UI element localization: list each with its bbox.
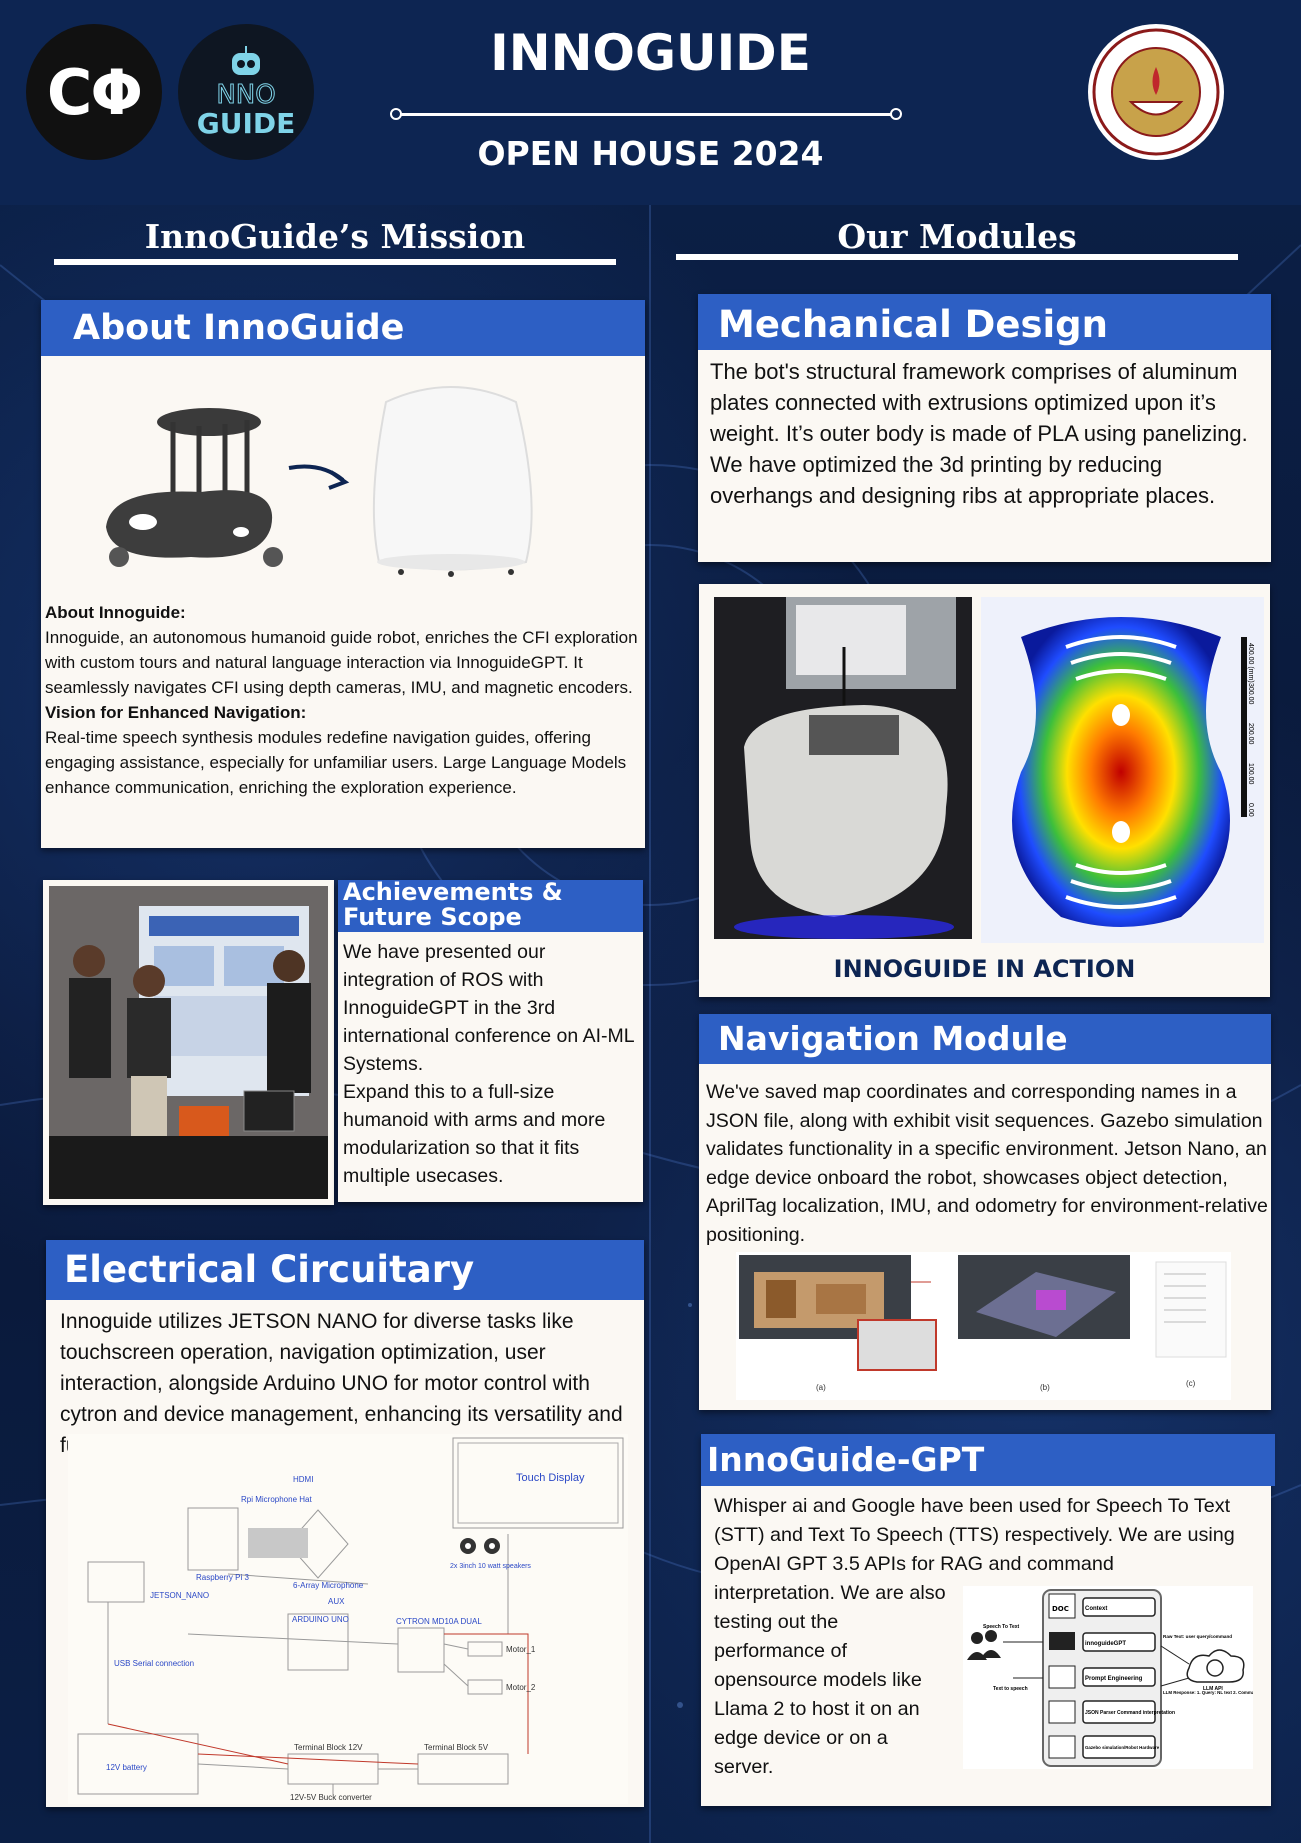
motor2-label: Motor_2 <box>506 1683 536 1692</box>
stress-analysis-render: 400.00 (mm) 300.00 200.00 100.00 0.00 <box>981 597 1264 943</box>
json-parser-label: JSON Parser Command interpretation <box>1085 1710 1175 1716</box>
about-card-title: About InnoGuide <box>41 300 645 356</box>
motor1-label: Motor_1 <box>506 1645 536 1654</box>
innoguide-logo-top: NNO <box>216 80 276 110</box>
in-action-caption: INNOGUIDE IN ACTION <box>833 955 1136 983</box>
innoguide-logo: NNO GUIDE <box>178 24 314 160</box>
buck-converter-label: 12V-5V Buck converter <box>290 1793 372 1802</box>
vision-subhead: Vision for Enhanced Navigation: <box>45 703 307 722</box>
achievements-card-title: Achievements & Future Scope <box>338 880 643 932</box>
iitm-emblem <box>1092 28 1220 156</box>
page-header: CΦ NNO GUIDE INNOGUIDE OPEN HOUSE 2024 I… <box>0 0 1301 205</box>
achievements-text-block: We have presented our integration of ROS… <box>343 938 639 1190</box>
navigation-card-title: Navigation Module <box>699 1014 1271 1064</box>
scale-label-100: 100.00 <box>1247 763 1254 785</box>
page-subtitle: OPEN HOUSE 2024 <box>477 134 824 173</box>
navigation-figures: (a) (b) (c) <box>736 1252 1231 1400</box>
about-subhead: About Innoguide: <box>45 603 186 622</box>
achievements-card: Achievements & Future Scope We have pres… <box>338 880 643 1202</box>
scale-label-200: 200.00 <box>1247 723 1254 745</box>
rpi-label: Raspberry Pi 3 <box>196 1573 249 1582</box>
mic-hat-label: Rpi Microphone Hat <box>241 1495 312 1504</box>
cfi-logo: CΦ <box>26 24 162 160</box>
gpt-text-top: Whisper ai and Google have been used for… <box>714 1495 1235 1575</box>
scale-label-400: 400.00 (mm) <box>1247 643 1254 683</box>
modules-heading-rule <box>676 254 1238 260</box>
future-scope-paragraph: Expand this to a full-size humanoid with… <box>343 1081 606 1187</box>
hdmi-label: HDMI <box>293 1475 313 1484</box>
mechanical-text: The bot's structural framework comprises… <box>710 359 1248 508</box>
team-photo <box>49 886 328 1199</box>
context-label: Context <box>1085 1606 1107 1612</box>
innoguide-logo-bottom: GUIDE <box>196 107 296 140</box>
about-card: About InnoGuide About Innoguide: Innogui… <box>41 300 645 848</box>
doc-icon: DOC <box>1052 1605 1069 1613</box>
battery-label: 12V battery <box>106 1763 147 1772</box>
about-text-block: About Innoguide: Innoguide, an autonomou… <box>45 600 643 800</box>
modules-heading: Our Modules <box>837 217 1077 256</box>
page-title: INNOGUIDE <box>490 24 811 82</box>
gpt-card: InnoGuide-GPT Whisper ai and Google have… <box>701 1434 1275 1806</box>
mechanical-card-title: Mechanical Design <box>698 294 1271 350</box>
gpt-pipeline-diagram: DOC Context innoguideGPT Prompt Engineer… <box>963 1586 1253 1769</box>
title-divider <box>390 108 902 120</box>
speakers-label: 2x 3inch 10 watt speakers <box>450 1563 531 1570</box>
llm-response-label: LLM Response: 1. Query: NL text 2. Comma… <box>1163 1690 1253 1695</box>
mission-heading: InnoGuide’s Mission <box>144 217 526 256</box>
robot-head-icon <box>232 46 260 75</box>
stt-label: Speech To Text <box>983 1624 1020 1630</box>
circuit-diagram: Touch Display HDMI Rpi Microphone Hat Ra… <box>68 1434 628 1804</box>
jetson-label: JETSON_NANO <box>150 1591 209 1600</box>
nav-caption-c: (c) <box>1186 1379 1196 1388</box>
prompt-engineering-label: Prompt Engineering <box>1085 1676 1143 1682</box>
gazebo-label: Gazebo simulation/Robot Hardware <box>1085 1745 1160 1750</box>
vision-paragraph: Real-time speech synthesis modules redef… <box>45 728 627 797</box>
mic-array-label: 6-Array Microphone <box>293 1581 364 1590</box>
mechanical-card: Mechanical Design The bot's structural f… <box>698 294 1271 562</box>
team-photo-card <box>43 880 334 1205</box>
robot-photo <box>714 597 972 939</box>
nav-caption-b: (b) <box>1040 1383 1050 1392</box>
robot-chassis-render <box>106 386 533 577</box>
cytron-label: CYTRON MD10A DUAL <box>396 1617 482 1626</box>
electrical-card-title: Electrical Circuitary <box>46 1240 644 1300</box>
touch-display-label: Touch Display <box>516 1472 585 1484</box>
users-icon <box>967 1630 1001 1660</box>
cloud-icon <box>1186 1649 1245 1683</box>
innoguidegpt-label: innoguideGPT <box>1085 1641 1126 1647</box>
navigation-text: We've saved map coordinates and correspo… <box>706 1081 1268 1246</box>
terminal-block-5v-label: Terminal Block 5V <box>424 1743 489 1752</box>
usb-label: USB Serial connection <box>114 1659 194 1668</box>
scale-label-0: 0.00 <box>1247 803 1254 817</box>
about-paragraph: Innoguide, an autonomous humanoid guide … <box>45 628 638 697</box>
gpt-text-bottom: interpretation. We are also testing out … <box>714 1582 946 1778</box>
mission-heading-rule <box>54 259 616 265</box>
tts-label: Text to speech <box>993 1686 1028 1692</box>
electrical-card: Electrical Circuitary Innoguide utilizes… <box>46 1240 644 1807</box>
nav-caption-a: (a) <box>816 1383 826 1392</box>
in-action-card: 400.00 (mm) 300.00 200.00 100.00 0.00 IN… <box>699 584 1270 997</box>
scale-label-300: 300.00 <box>1247 683 1254 705</box>
llm-api-label: LLM API <box>1203 1686 1223 1692</box>
raw-text-label: Raw Text: user query/command <box>1163 1634 1232 1639</box>
achievements-paragraph: We have presented our integration of ROS… <box>343 941 634 1075</box>
navigation-card: Navigation Module We've saved map coordi… <box>699 1014 1271 1410</box>
aux-label: AUX <box>328 1597 345 1606</box>
gpt-card-title: InnoGuide-GPT <box>701 1434 1275 1486</box>
openai-icon <box>1206 1659 1224 1677</box>
cfi-logo-text: CΦ <box>46 55 143 129</box>
electrical-text: Innoguide utilizes JETSON NANO for diver… <box>60 1310 623 1457</box>
terminal-block-12v-label: Terminal Block 12V <box>294 1743 363 1752</box>
iitm-logo: INDIAN INSTITUTE OF TECHNOLOGY MADRAS <box>1088 24 1224 160</box>
arduino-label: ARDUINO UNO <box>292 1615 349 1624</box>
